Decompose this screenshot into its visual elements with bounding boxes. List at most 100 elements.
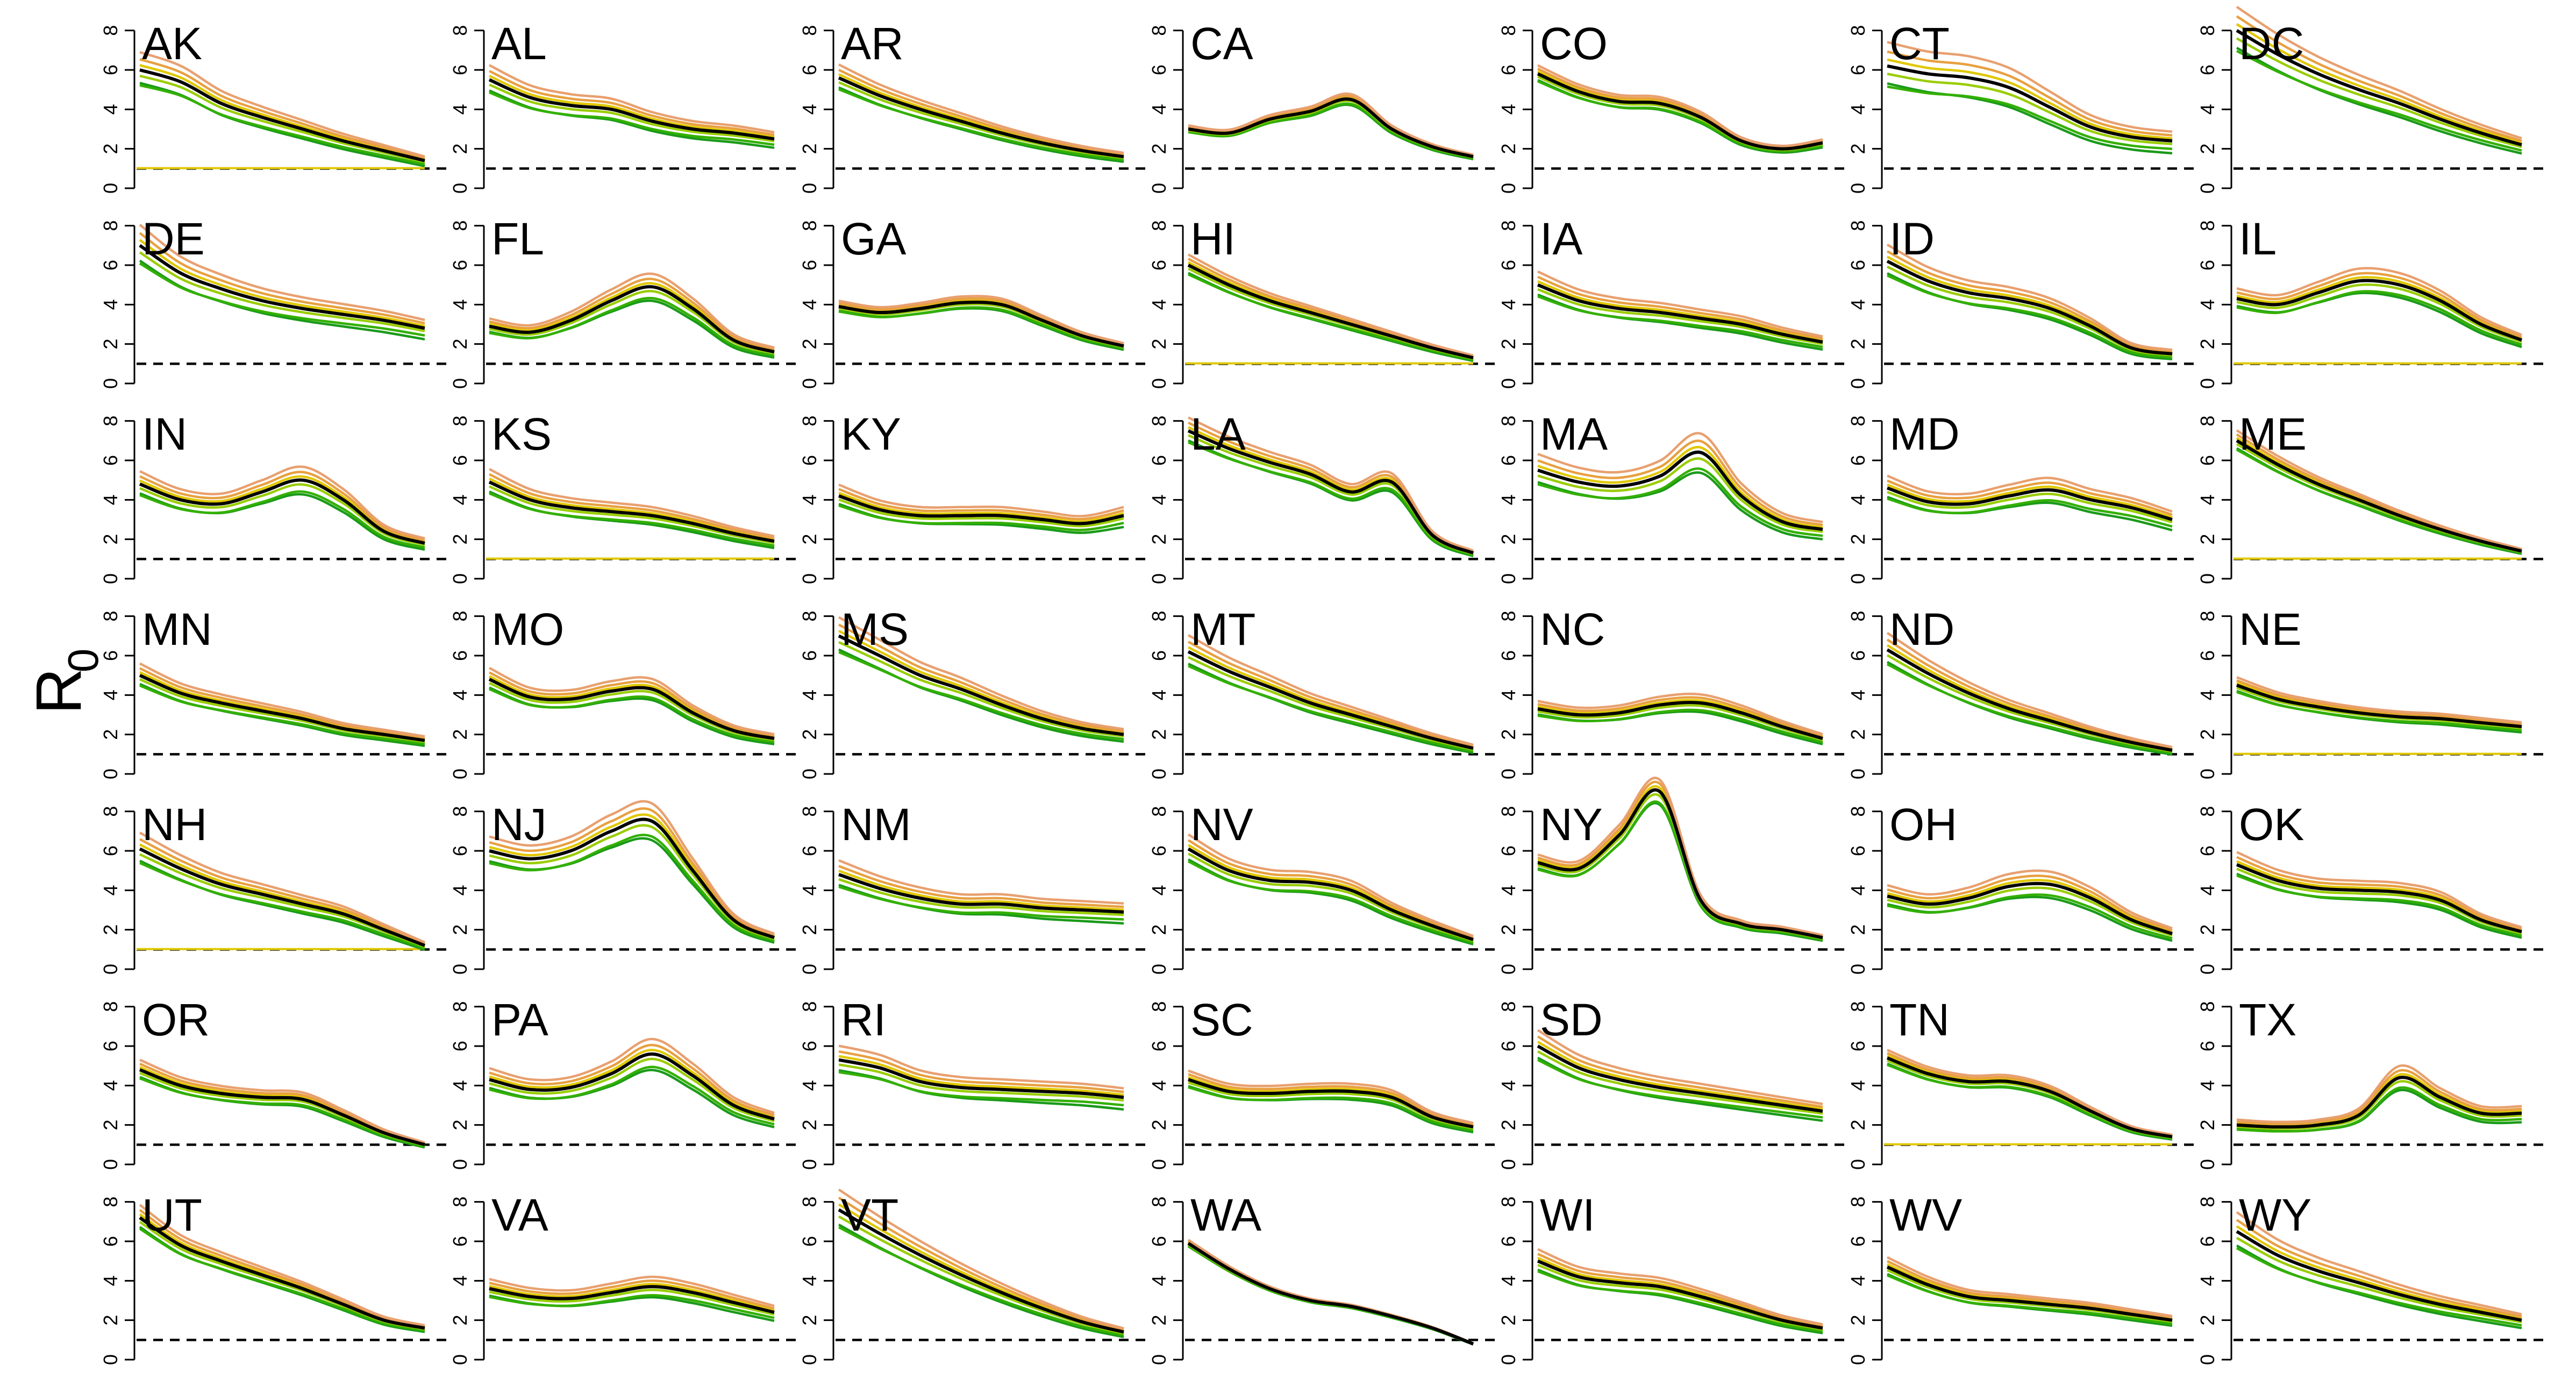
series-line <box>838 297 1124 346</box>
series-line <box>838 1071 1124 1107</box>
panel-ri: 0 2 4 6 8 RI <box>798 994 1151 1170</box>
y-tick-label: 2 <box>1847 729 1869 740</box>
series-line <box>1537 1248 1823 1326</box>
panel-state-label: AR <box>841 18 904 69</box>
y-tick-label: 0 <box>798 1354 820 1365</box>
panel-state-label: ME <box>2239 409 2307 459</box>
y-tick-label: 6 <box>99 1041 122 1051</box>
series-line <box>1537 708 1823 744</box>
series-line <box>2236 874 2522 937</box>
panel-co: 0 2 4 6 8 CO <box>1497 18 1850 194</box>
y-tick-label: 8 <box>2196 416 2218 427</box>
series-line <box>838 1055 1124 1097</box>
y-tick-label: 0 <box>1847 1159 1869 1170</box>
series-line <box>838 1215 1124 1335</box>
series-line <box>1887 73 2173 145</box>
panel-state-label: KY <box>841 409 901 459</box>
y-tick-label: 0 <box>798 378 820 389</box>
panel-nm: 0 2 4 6 8 NM <box>798 799 1151 975</box>
y-tick-label: 2 <box>99 339 122 350</box>
y-tick-label: 0 <box>1497 1354 1519 1365</box>
series-line <box>2236 276 2522 340</box>
series-line <box>139 662 425 738</box>
series-line <box>139 84 425 166</box>
panel-nd: 0 2 4 6 8 ND <box>1847 604 2199 779</box>
y-tick-label: 0 <box>2196 183 2218 194</box>
panel-ut: 0 2 4 6 8 UT <box>99 1190 452 1365</box>
y-tick-label: 2 <box>1497 1120 1519 1131</box>
series-line <box>2236 856 2522 930</box>
y-tick-label: 0 <box>449 769 471 779</box>
y-tick-label: 0 <box>99 378 122 389</box>
y-tick-label: 8 <box>1497 1197 1519 1207</box>
series-line <box>139 1227 425 1332</box>
series-line <box>1537 439 1823 527</box>
panel-id: 0 2 4 6 8 ID <box>1847 214 2199 389</box>
panel-state-label: NY <box>1540 799 1603 850</box>
series-line <box>2236 267 2522 336</box>
y-tick-label: 4 <box>1497 1275 1519 1286</box>
series-line <box>489 468 775 538</box>
series-line <box>2236 1236 2522 1324</box>
series-line <box>489 278 775 351</box>
series-line <box>139 1077 425 1148</box>
series-median-line <box>2236 1230 2522 1322</box>
panel-ak: 0 2 4 6 8 AK <box>99 18 452 194</box>
series-line <box>1537 800 1823 941</box>
panel-state-label: WA <box>1190 1190 1261 1240</box>
panel-state-label: MA <box>1540 409 1608 459</box>
y-tick-label: 2 <box>2196 534 2218 545</box>
series-line <box>1537 696 1823 737</box>
series-median-line <box>838 873 1124 914</box>
series-line <box>139 483 425 546</box>
series-line <box>2236 15 2522 143</box>
series-line <box>1188 92 1474 156</box>
panel-al: 0 2 4 6 8 AL <box>449 18 801 194</box>
y-tick-label: 4 <box>99 299 122 310</box>
series-line <box>838 865 1124 908</box>
panel-sc: 0 2 4 6 8 SC <box>1148 994 1500 1170</box>
y-tick-label: 0 <box>99 1159 122 1170</box>
series-median-line <box>1188 1078 1474 1129</box>
y-tick-label: 2 <box>798 534 820 545</box>
y-tick-label: 6 <box>99 1236 122 1247</box>
series-line <box>1537 270 1823 338</box>
series-line <box>1537 432 1823 523</box>
series-line <box>1537 467 1823 537</box>
series-median-line <box>1887 486 2173 521</box>
series-median-line <box>1887 882 2173 935</box>
y-tick-label: 8 <box>798 416 820 427</box>
panel-state-label: MN <box>142 604 212 655</box>
series-median-line <box>488 480 775 543</box>
y-tick-label: 0 <box>798 769 820 779</box>
y-tick-label: 0 <box>1497 964 1519 975</box>
y-tick-label: 6 <box>1148 455 1170 466</box>
panel-state-label: MD <box>1889 409 1960 459</box>
series-median-line <box>1537 701 1823 740</box>
series-line <box>1887 886 2173 937</box>
series-line <box>838 1044 1124 1090</box>
panel-state-label: UT <box>142 1190 202 1240</box>
panel-me: 0 2 4 6 8 ME <box>2196 409 2549 584</box>
series-line <box>1537 1270 1823 1333</box>
series-line <box>489 834 775 942</box>
panel-tx: 0 2 4 6 8 TX <box>2196 994 2549 1170</box>
y-tick-label: 0 <box>449 964 471 975</box>
panel-ok: 0 2 4 6 8 OK <box>2196 799 2549 975</box>
y-tick-label: 6 <box>2196 1236 2218 1247</box>
series-line <box>2236 851 2522 929</box>
series-line <box>2236 1225 2522 1320</box>
series-median-line <box>488 78 775 141</box>
series-line <box>139 232 425 325</box>
y-tick-label: 6 <box>798 260 820 271</box>
panel-state-label: SC <box>1190 994 1253 1045</box>
y-tick-label: 4 <box>1148 299 1170 310</box>
series-line <box>838 498 1124 528</box>
y-tick-label: 8 <box>1497 806 1519 817</box>
y-tick-label: 2 <box>449 1315 471 1326</box>
series-line <box>838 1188 1124 1330</box>
series-line <box>2236 691 2522 732</box>
y-tick-label: 0 <box>1148 1159 1170 1170</box>
y-tick-label: 2 <box>798 1315 820 1326</box>
y-tick-label: 8 <box>1847 611 1869 622</box>
